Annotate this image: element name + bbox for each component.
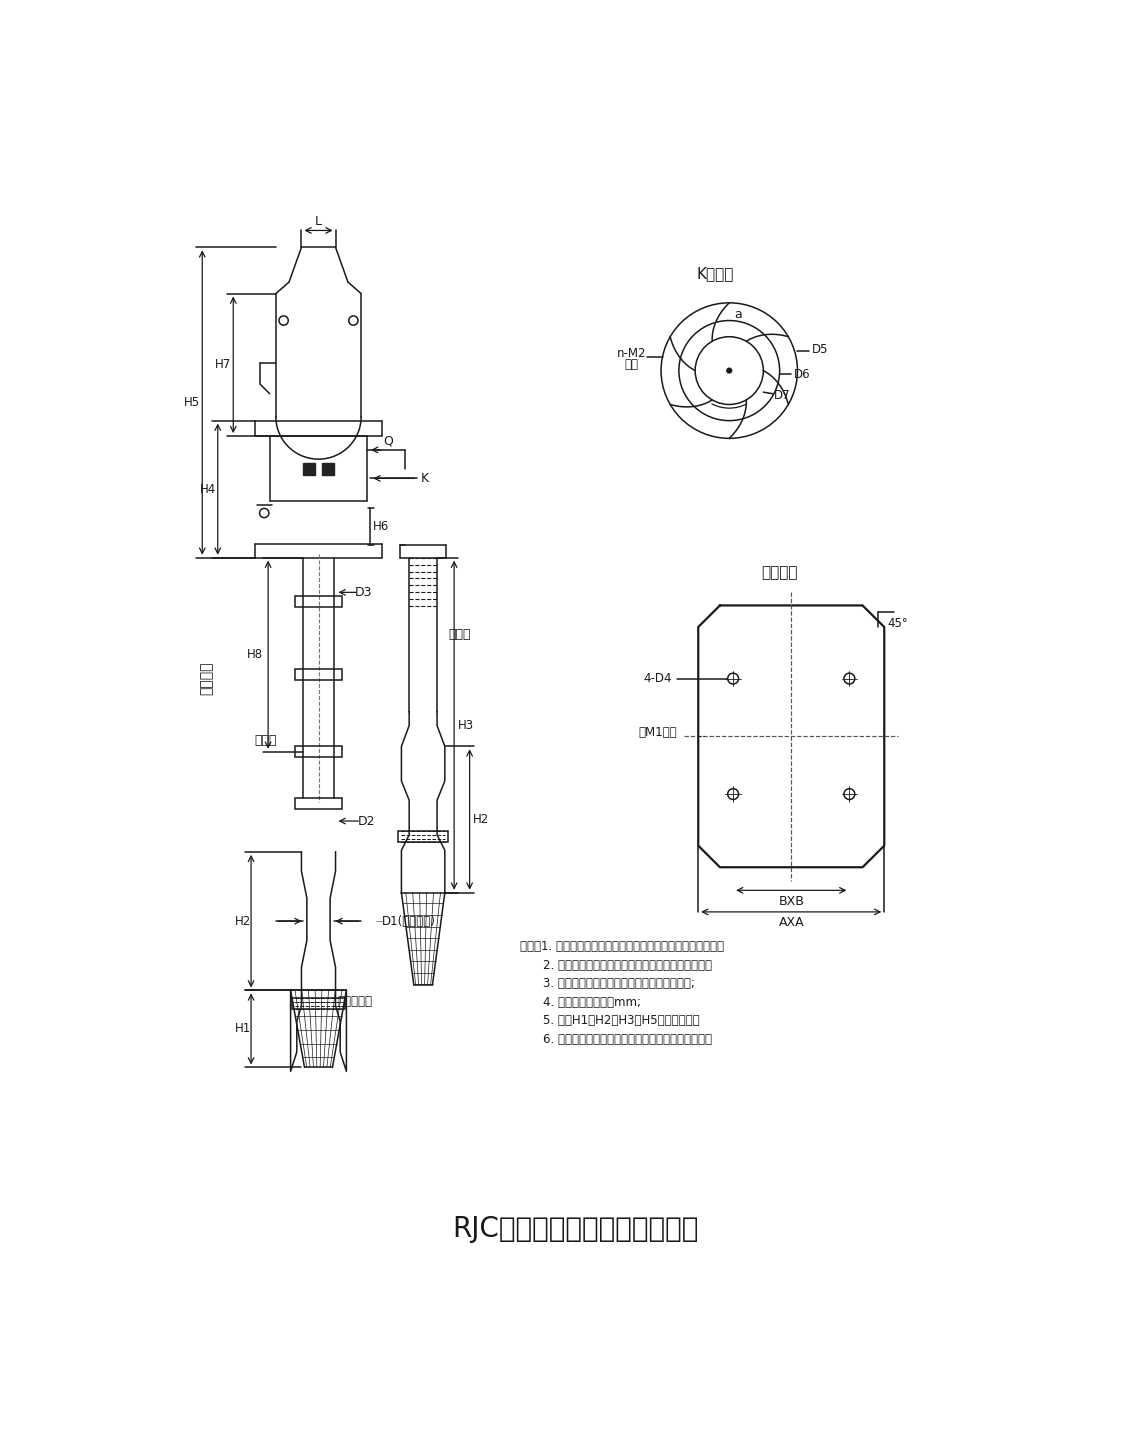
Text: 6. 我公司调整有关参考尺寸，不向用户发更改通知。: 6. 我公司调整有关参考尺寸，不向用户发更改通知。: [543, 1032, 712, 1045]
Text: 配M1螺栓: 配M1螺栓: [638, 726, 678, 739]
Text: H5: H5: [184, 396, 200, 409]
Text: 4. 表中未注单位均为mm;: 4. 表中未注单位均为mm;: [543, 996, 642, 1009]
Text: H4: H4: [200, 482, 215, 495]
Text: 4-D4: 4-D4: [644, 672, 672, 685]
Text: H6: H6: [373, 520, 388, 533]
Text: D7: D7: [774, 389, 791, 402]
Text: H2: H2: [473, 813, 489, 826]
Bar: [295, 669, 342, 680]
Bar: [322, 463, 334, 475]
Text: H1: H1: [236, 1022, 251, 1035]
Text: H8: H8: [247, 648, 263, 661]
Text: D2: D2: [358, 815, 375, 828]
Text: 均布: 均布: [625, 359, 638, 370]
Text: 3. 我公司保留对謨系列泵作进一步改进的权利;: 3. 我公司保留对謨系列泵作进一步改进的权利;: [543, 977, 696, 990]
Text: a: a: [735, 308, 743, 321]
Bar: [295, 597, 342, 607]
Text: D1(最大直径): D1(最大直径): [383, 915, 436, 928]
Text: 螺纹配合面: 螺纹配合面: [338, 996, 373, 1009]
Bar: [303, 463, 314, 475]
Text: H3: H3: [458, 719, 473, 732]
Text: 基础尺寸: 基础尺寸: [762, 566, 798, 581]
Text: 2. 用户可以订购超过产品样本流量、扬程的深井泵；: 2. 用户可以订购超过产品样本流量、扬程的深井泵；: [543, 958, 712, 971]
Text: 求要主业: 求要主业: [199, 661, 213, 694]
Text: H7: H7: [215, 359, 231, 372]
Bar: [292, 998, 344, 1009]
Text: D6: D6: [793, 367, 810, 380]
Text: D5: D5: [811, 343, 828, 356]
Text: 45°: 45°: [888, 617, 908, 630]
Text: 法兰管: 法兰管: [255, 733, 277, 746]
Text: n-M2: n-M2: [617, 347, 646, 360]
Text: 说明：1. 用户可以订购样本上最大级别以下的任何级数的深井泵: 说明：1. 用户可以订购样本上最大级别以下的任何级数的深井泵: [519, 941, 724, 954]
Text: 5. 尺寸H1、H2、H3、H5等仅供参考；: 5. 尺寸H1、H2、H3、H5等仅供参考；: [543, 1015, 700, 1028]
Text: K: K: [421, 472, 429, 485]
Text: Q: Q: [384, 434, 393, 447]
Circle shape: [727, 369, 732, 373]
Text: H2: H2: [236, 915, 251, 928]
Text: AXA: AXA: [779, 916, 804, 929]
Bar: [295, 799, 342, 809]
Text: 螺纹管: 螺纹管: [448, 629, 470, 642]
Text: L: L: [315, 215, 322, 228]
Text: —: —: [376, 918, 383, 923]
Text: D3: D3: [355, 585, 373, 598]
Text: BXB: BXB: [779, 894, 804, 908]
Bar: [398, 831, 448, 842]
Text: RJC型深井泵外型及安装尺寸图: RJC型深井泵外型及安装尺寸图: [452, 1215, 698, 1243]
Bar: [295, 746, 342, 756]
Text: K向放大: K向放大: [697, 266, 734, 282]
